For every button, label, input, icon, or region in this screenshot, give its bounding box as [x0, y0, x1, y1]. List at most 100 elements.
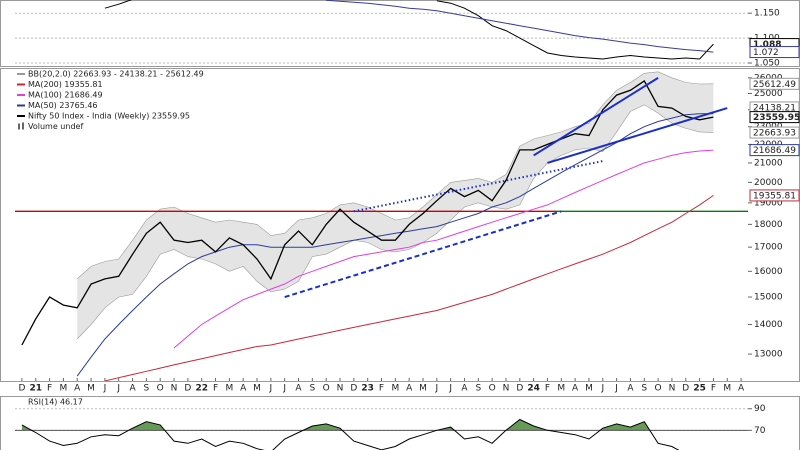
x-tick-label: F — [213, 384, 218, 394]
x-tick-label: M — [253, 384, 261, 394]
legend-label: Nifty 50 Index - India (Weekly) 23559.95 — [28, 112, 190, 121]
trendline — [533, 76, 659, 157]
x-tick-label: J — [103, 384, 107, 394]
y-tick-label: 25000 — [754, 89, 783, 99]
series-line — [104, 194, 714, 381]
x-tick-label: J — [434, 384, 438, 394]
legend: RSI(14) 46.17 — [28, 398, 83, 407]
bollinger-band — [77, 71, 714, 340]
x-tick-label: D — [516, 384, 523, 394]
x-tick-label: A — [74, 384, 81, 394]
y-tick-label: 19000 — [754, 198, 783, 208]
x-tick-label: O — [489, 384, 496, 394]
price-label: 19355.81 — [753, 191, 796, 201]
x-tick-label: 23 — [361, 384, 374, 394]
plot-area — [15, 71, 748, 381]
x-tick-label: N — [503, 384, 510, 394]
x-tick-label: M — [419, 384, 427, 394]
series-line — [21, 418, 680, 450]
x-tick-label: N — [337, 384, 344, 394]
x-tick-label: J — [600, 384, 604, 394]
price-label: 1.088 — [753, 40, 781, 50]
x-tick-label: M — [557, 384, 565, 394]
x-tick-label: A — [461, 384, 468, 394]
x-tick-label: M — [391, 384, 399, 394]
price-label: 23559.95 — [753, 113, 800, 123]
series-line — [104, 0, 714, 60]
panel-frame — [0, 0, 800, 67]
y-tick-label: 90 — [754, 404, 766, 414]
y-tick-label: 1.050 — [754, 59, 780, 69]
price-label-box — [749, 144, 800, 157]
trendline — [547, 107, 728, 164]
x-tick-label: O — [157, 384, 164, 394]
x-tick-label: 25 — [693, 384, 706, 394]
x-tick-label: F — [545, 384, 550, 394]
x-tick-label: S — [144, 384, 150, 394]
x-tick-label: 21 — [29, 384, 42, 394]
y-tick-label: 70 — [754, 426, 766, 436]
x-tick-label: S — [641, 384, 647, 394]
x-tick-label: J — [116, 384, 120, 394]
y-tick-label: 18000 — [754, 220, 783, 230]
x-tick-label: J — [448, 384, 452, 394]
legend: BB(20,2.0) 22663.93 - 24138.21 - 25612.4… — [17, 70, 204, 131]
x-tick-label: A — [240, 384, 247, 394]
x-tick-label: M — [60, 384, 68, 394]
x-tick-label: 24 — [527, 384, 540, 394]
x-tick-label: F — [47, 384, 52, 394]
y-tick-label: 16000 — [754, 267, 783, 277]
legend-label: MA(100) 21686.49 — [28, 91, 103, 100]
x-tick-label: M — [87, 384, 95, 394]
x-tick-label: 22 — [195, 384, 208, 394]
y-tick-label: 14000 — [754, 320, 783, 330]
x-tick-label: A — [572, 384, 579, 394]
x-tick-label: D — [18, 384, 25, 394]
price-label-box — [749, 77, 800, 90]
x-tick-label: A — [738, 384, 745, 394]
x-tick-label: J — [282, 384, 286, 394]
y-tick-label: 1.150 — [754, 9, 780, 19]
x-tick-label: M — [723, 384, 731, 394]
x-tick-label: F — [711, 384, 716, 394]
price-label: 1.072 — [753, 48, 779, 58]
plot-area — [15, 0, 748, 64]
panel-frame — [0, 396, 800, 450]
y-tick-label: 17000 — [754, 243, 783, 253]
x-tick-label: M — [585, 384, 593, 394]
y-tick-label: 21000 — [754, 158, 783, 168]
x-tick-label: A — [129, 384, 136, 394]
x-tick-label: A — [295, 384, 302, 394]
series-line — [21, 79, 714, 346]
x-tick-label: N — [669, 384, 676, 394]
legend-label: Volume undef — [28, 122, 83, 131]
price-label-box — [749, 111, 800, 124]
legend-label: MA(200) 19355.81 — [28, 80, 103, 89]
legend-label: MA(50) 23765.46 — [28, 101, 98, 110]
x-tick-label: S — [475, 384, 481, 394]
price-label: 25612.49 — [753, 80, 796, 90]
x-tick-label: J — [614, 384, 618, 394]
price-label: 22663.93 — [753, 129, 796, 139]
series-line — [76, 113, 714, 377]
y-tick-label: 20000 — [754, 178, 783, 188]
legend-swatch — [22, 122, 24, 130]
x-tick-label: O — [655, 384, 662, 394]
panel-title: RSI(14) 46.17 — [28, 398, 83, 407]
x-tick-label: O — [323, 384, 330, 394]
trendline — [284, 210, 562, 298]
series-line — [173, 149, 714, 349]
x-tick-label: A — [627, 384, 634, 394]
plot-area — [15, 408, 748, 450]
x-tick-label: F — [379, 384, 384, 394]
price-label: 24138.21 — [753, 103, 796, 113]
x-tick-label: S — [309, 384, 315, 394]
x-tick-label: D — [682, 384, 689, 394]
y-tick-label: 13000 — [754, 350, 783, 360]
legend-label: BB(20,2.0) 22663.93 - 24138.21 - 25612.4… — [28, 70, 204, 79]
x-tick-label: M — [225, 384, 233, 394]
x-tick-label: J — [269, 384, 273, 394]
x-tick-label: D — [184, 384, 191, 394]
x-tick-label: A — [406, 384, 413, 394]
